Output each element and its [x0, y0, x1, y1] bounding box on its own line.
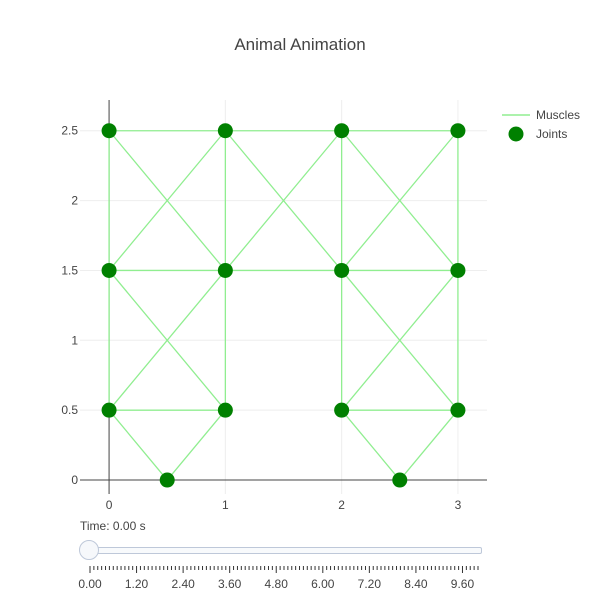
y-tick-label: 0: [71, 473, 78, 487]
joint-marker[interactable]: [334, 123, 350, 139]
y-tick-label: 1: [71, 333, 78, 347]
muscles-series: [108, 130, 459, 481]
joint-marker[interactable]: [159, 472, 175, 488]
joint-marker[interactable]: [101, 262, 117, 278]
x-tick-label: 3: [455, 498, 462, 512]
joint-marker[interactable]: [101, 402, 117, 418]
joint-marker[interactable]: [450, 402, 466, 418]
joint-marker[interactable]: [392, 472, 408, 488]
muscle-segment: [108, 409, 168, 481]
muscle-segment: [108, 270, 226, 411]
x-tick-label: 0: [106, 498, 113, 512]
joint-marker[interactable]: [450, 123, 466, 139]
joint-marker[interactable]: [334, 402, 350, 418]
muscle-segment: [166, 409, 226, 481]
grid-layer: [80, 100, 487, 494]
x-tick-label: 1: [222, 498, 229, 512]
slider-tick-label: 4.80: [265, 577, 289, 591]
slider-tick-label: 1.20: [125, 577, 149, 591]
joint-marker[interactable]: [450, 262, 466, 278]
joint-marker[interactable]: [101, 123, 117, 139]
muscle-segment: [341, 130, 459, 271]
slider-ticks: 0.00 1.20 2.40 3.60 4.80 6.00 7.20 8.40 9.60: [78, 566, 479, 591]
legend-joints-swatch: [508, 126, 524, 142]
legend-joints-label: Joints: [536, 127, 567, 141]
slider-tick-label: 3.60: [218, 577, 242, 591]
y-tick-label: 1.5: [61, 263, 78, 277]
time-slider-handle[interactable]: [79, 540, 99, 560]
slider-tick-label: 8.40: [404, 577, 428, 591]
y-tick-label: 2.5: [61, 124, 78, 138]
y-tick-label: 2: [71, 194, 78, 208]
joint-marker[interactable]: [217, 402, 233, 418]
slider-tick-label: 7.20: [358, 577, 382, 591]
slider-tick-label: 0.00: [78, 577, 102, 591]
joint-marker[interactable]: [217, 262, 233, 278]
muscle-segment: [108, 130, 226, 271]
time-slider-track[interactable]: [88, 547, 482, 554]
muscle-segment: [399, 409, 459, 481]
legend-muscles-label: Muscles: [536, 108, 580, 122]
legend: Muscles Joints: [502, 108, 580, 142]
muscle-segment: [341, 409, 401, 481]
joints-series: [101, 123, 466, 488]
y-tick-label: 0.5: [61, 403, 78, 417]
slider-tick-label: 2.40: [171, 577, 195, 591]
muscle-segment: [341, 270, 459, 411]
slider-tick-label: 9.60: [451, 577, 475, 591]
muscle-segment: [224, 130, 343, 271]
x-tick-label: 2: [338, 498, 345, 512]
chart-title: Animal Animation: [234, 35, 365, 54]
joint-marker[interactable]: [217, 123, 233, 139]
slider-tick-label: 6.00: [311, 577, 335, 591]
joint-marker[interactable]: [334, 262, 350, 278]
axes-layer: 0 1 2 3 0 0.5 1 1.5 2 2.5: [61, 100, 487, 512]
slider-current-value-label: Time: 0.00 s: [80, 519, 146, 533]
